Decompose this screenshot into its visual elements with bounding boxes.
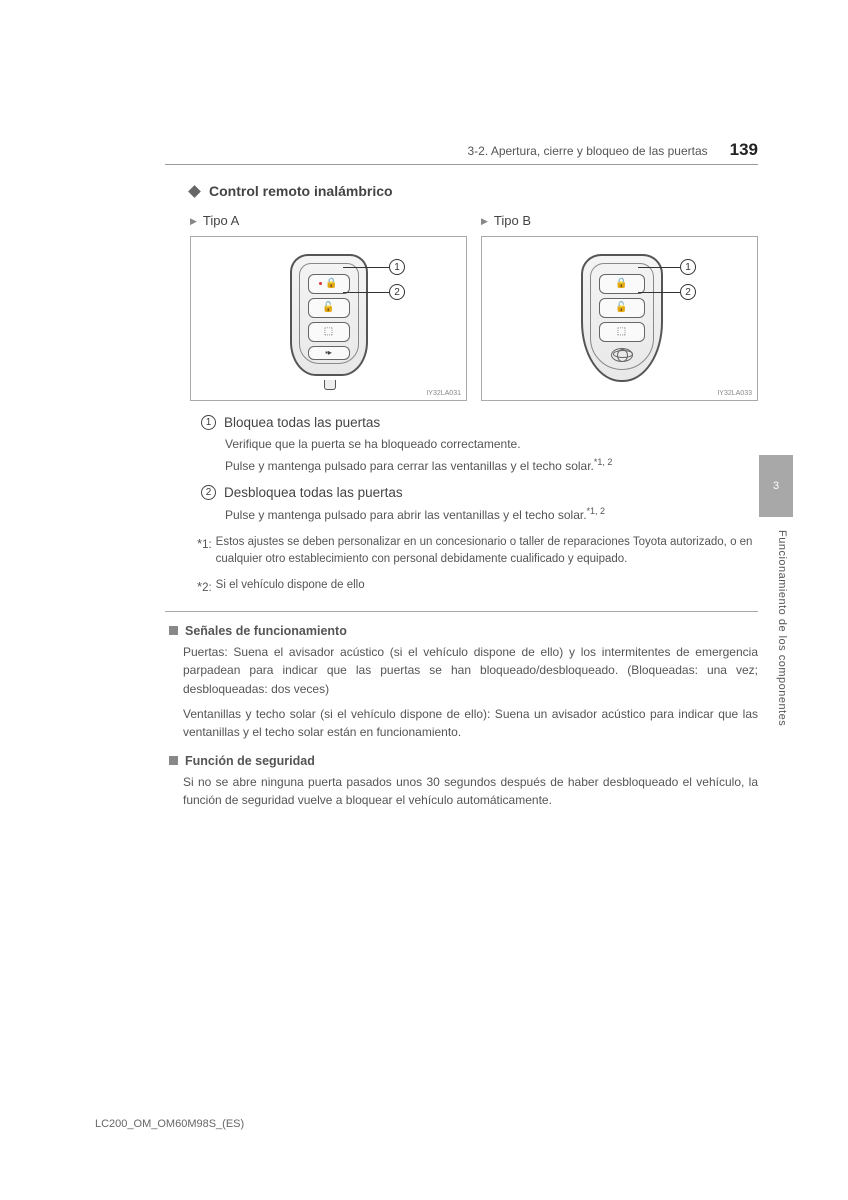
- keyfob-b-illustration: 🔒 🔓 ⬚: [581, 254, 659, 384]
- keyfob-stem: [324, 380, 336, 390]
- item-1-desc-a: Verifique que la puerta se ha bloqueado …: [225, 435, 758, 453]
- chapter-label: Funcionamiento de los componentes: [776, 530, 788, 726]
- type-b-label: Tipo B: [481, 213, 758, 228]
- figure-code-a: IY32LA031: [426, 390, 461, 397]
- item-2-desc: Pulse y mantenga pulsado para abrir las …: [225, 505, 758, 524]
- item-2: 2 Desbloquea todas las puertas Pulse y m…: [201, 485, 758, 524]
- lock-button-icon: 🔒: [308, 274, 350, 294]
- trunk-button-icon: ⬚: [599, 322, 645, 342]
- square-bullet-icon: [169, 756, 178, 765]
- item-1-desc-b-text: Pulse y mantenga pulsado para cerrar las…: [225, 459, 594, 473]
- callout-line: [343, 292, 389, 293]
- item-2-number: 2: [201, 485, 216, 500]
- trunk-button-icon: ⬚: [308, 322, 350, 342]
- subsection-1-p1: Puertas: Suena el avisador acústico (si …: [183, 643, 758, 699]
- subsection-2-p1: Si no se abre ninguna puerta pasados uno…: [183, 773, 758, 810]
- item-2-title: Desbloquea todas las puertas: [224, 485, 403, 500]
- divider-line: [165, 611, 758, 612]
- item-1-desc-b: Pulse y mantenga pulsado para cerrar las…: [225, 456, 758, 475]
- item-1: 1 Bloquea todas las puertas Verifique qu…: [201, 415, 758, 475]
- subsection-signals: Señales de funcionamiento Puertas: Suena…: [165, 624, 758, 742]
- item-1-number: 1: [201, 415, 216, 430]
- callout-line: [638, 292, 680, 293]
- manual-page: 3-2. Apertura, cierre y bloqueo de las p…: [0, 0, 848, 810]
- type-a-column: Tipo A 🔒 🔓 ⬚ ▪▸: [190, 213, 467, 401]
- callout-line: [343, 267, 389, 268]
- item-2-sup: *1, 2: [587, 506, 606, 516]
- type-a-label: Tipo A: [190, 213, 467, 228]
- square-bullet-icon: [169, 626, 178, 635]
- type-b-column: Tipo B 🔒 🔓 ⬚: [481, 213, 758, 401]
- page-header: 3-2. Apertura, cierre y bloqueo de las p…: [165, 140, 758, 165]
- item-2-desc-text: Pulse y mantenga pulsado para abrir las …: [225, 508, 587, 522]
- diamond-icon: [188, 185, 201, 198]
- chapter-tab: 3: [759, 455, 793, 517]
- unlock-button-icon: 🔓: [308, 298, 350, 318]
- footnote-2: *2: Si el vehículo dispone de ello: [197, 577, 758, 597]
- item-1-title: Bloquea todas las puertas: [224, 415, 380, 430]
- item-1-sup: *1, 2: [594, 457, 613, 467]
- figures-row: Tipo A 🔒 🔓 ⬚ ▪▸: [190, 213, 758, 401]
- section-breadcrumb: 3-2. Apertura, cierre y bloqueo de las p…: [467, 144, 707, 158]
- lock-button-icon: 🔒: [599, 274, 645, 294]
- section-title: Control remoto inalámbrico: [209, 183, 393, 199]
- callout-2: 2: [389, 284, 405, 300]
- callout-1: 1: [680, 259, 696, 275]
- callout-line: [638, 267, 680, 268]
- subsection-security: Función de seguridad Si no se abre ningu…: [165, 754, 758, 810]
- footnote-2-label: *2:: [197, 577, 212, 597]
- subsection-1-p2: Ventanillas y techo solar (si el vehícul…: [183, 705, 758, 742]
- section-heading: Control remoto inalámbrico: [190, 183, 758, 199]
- callout-1: 1: [389, 259, 405, 275]
- toyota-logo-icon: [611, 348, 633, 362]
- footnote-1: *1: Estos ajustes se deben personalizar …: [197, 534, 758, 569]
- footnote-1-label: *1:: [197, 534, 212, 569]
- footnote-2-text: Si el vehículo dispone de ello: [216, 577, 365, 597]
- chapter-number: 3: [773, 480, 779, 492]
- document-footer: LC200_OM_OM60M98S_(ES): [95, 1118, 244, 1130]
- unlock-button-icon: 🔓: [599, 298, 645, 318]
- page-number: 139: [730, 140, 758, 160]
- figure-code-b: IY32LA033: [717, 390, 752, 397]
- figure-type-b: 🔒 🔓 ⬚ 1 2 IY32LA033: [481, 236, 758, 401]
- subsection-2-title: Función de seguridad: [185, 754, 315, 768]
- keyfob-a-illustration: 🔒 🔓 ⬚ ▪▸: [290, 254, 368, 384]
- numbered-list: 1 Bloquea todas las puertas Verifique qu…: [201, 415, 758, 524]
- footnote-1-text: Estos ajustes se deben personalizar en u…: [216, 534, 758, 569]
- hold-button-icon: ▪▸: [308, 346, 350, 360]
- callout-2: 2: [680, 284, 696, 300]
- figure-type-a: 🔒 🔓 ⬚ ▪▸ 1 2 IY32LA031: [190, 236, 467, 401]
- subsection-1-title: Señales de funcionamiento: [185, 624, 347, 638]
